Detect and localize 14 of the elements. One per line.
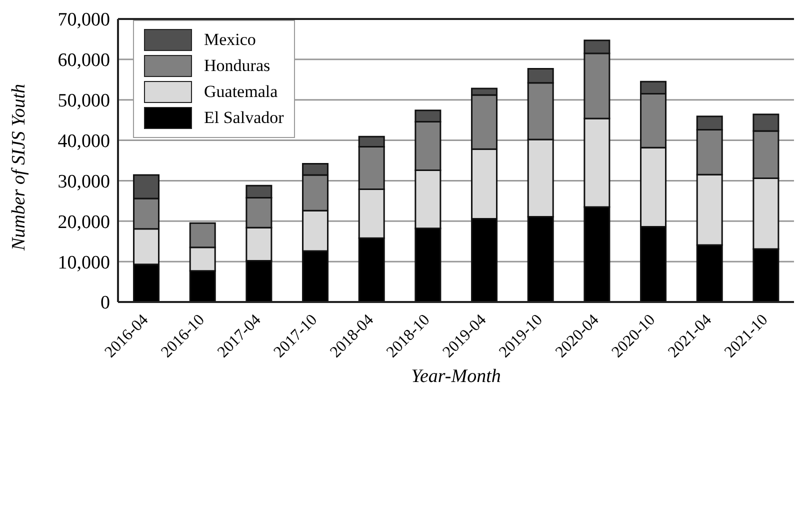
y-axis-title: Number of SIJS Youth xyxy=(8,84,30,252)
y-tick-label: 10,000 xyxy=(58,252,110,274)
y-tick-label: 30,000 xyxy=(58,171,110,192)
y-tick-label: 0 xyxy=(100,292,110,314)
legend-label: Mexico xyxy=(204,30,256,50)
y-tick-label: 20,000 xyxy=(58,212,110,233)
legend-label: Guatemala xyxy=(204,82,278,102)
y-tick-label: 70,000 xyxy=(58,10,110,31)
y-tick-label: 50,000 xyxy=(58,90,110,112)
x-axis-title: Year-Month xyxy=(411,366,501,387)
y-tick-label: 60,000 xyxy=(58,50,110,72)
y-tick-label: 40,000 xyxy=(58,131,110,152)
legend-label: El Salvador xyxy=(204,108,284,128)
legend-label: Honduras xyxy=(204,56,270,76)
